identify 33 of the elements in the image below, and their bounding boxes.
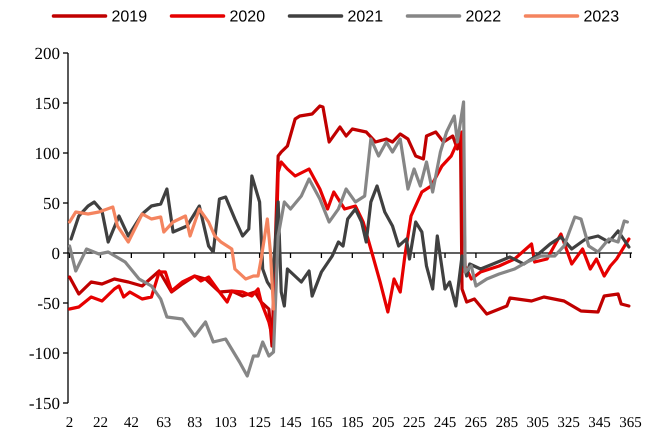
legend-label: 2021 — [348, 8, 384, 26]
x-tick-label: 185 — [341, 415, 364, 431]
x-tick-label: 365 — [619, 415, 642, 431]
x-tick-label: 42 — [124, 415, 139, 431]
legend-label: 2022 — [466, 8, 502, 26]
y-tick-label: -150 — [28, 394, 60, 413]
x-tick-label: 165 — [310, 415, 333, 431]
legend-label: 2020 — [230, 8, 266, 26]
y-tick-label: 100 — [34, 144, 60, 163]
x-tick-label: 63 — [156, 415, 172, 431]
legend-label: 2019 — [112, 8, 148, 26]
x-tick-label: 22 — [92, 415, 108, 431]
y-tick-label: -100 — [28, 344, 60, 363]
x-tick-label: 205 — [372, 415, 394, 431]
x-tick-label: 245 — [434, 415, 456, 431]
x-tick-label: 305 — [526, 415, 549, 431]
y-tick-label: 150 — [34, 94, 60, 113]
x-tick-label: 103 — [214, 415, 237, 431]
x-tick-label: 145 — [279, 415, 302, 431]
x-tick-label: 285 — [496, 415, 518, 431]
y-tick-label: 0 — [52, 244, 60, 263]
y-tick-label: 50 — [43, 194, 60, 213]
y-tick-label: -50 — [37, 294, 60, 313]
y-tick-label: 200 — [34, 44, 60, 63]
legend-label: 2023 — [584, 8, 620, 26]
x-tick-label: 225 — [402, 415, 426, 431]
x-tick-label: 2 — [66, 415, 74, 431]
x-tick-label: 265 — [464, 415, 488, 431]
x-tick-label: 83 — [187, 415, 202, 431]
line-series — [68, 205, 276, 311]
x-tick-label: 125 — [248, 415, 271, 431]
x-tick-label: 345 — [588, 415, 611, 431]
x-tick-label: 325 — [557, 415, 580, 431]
